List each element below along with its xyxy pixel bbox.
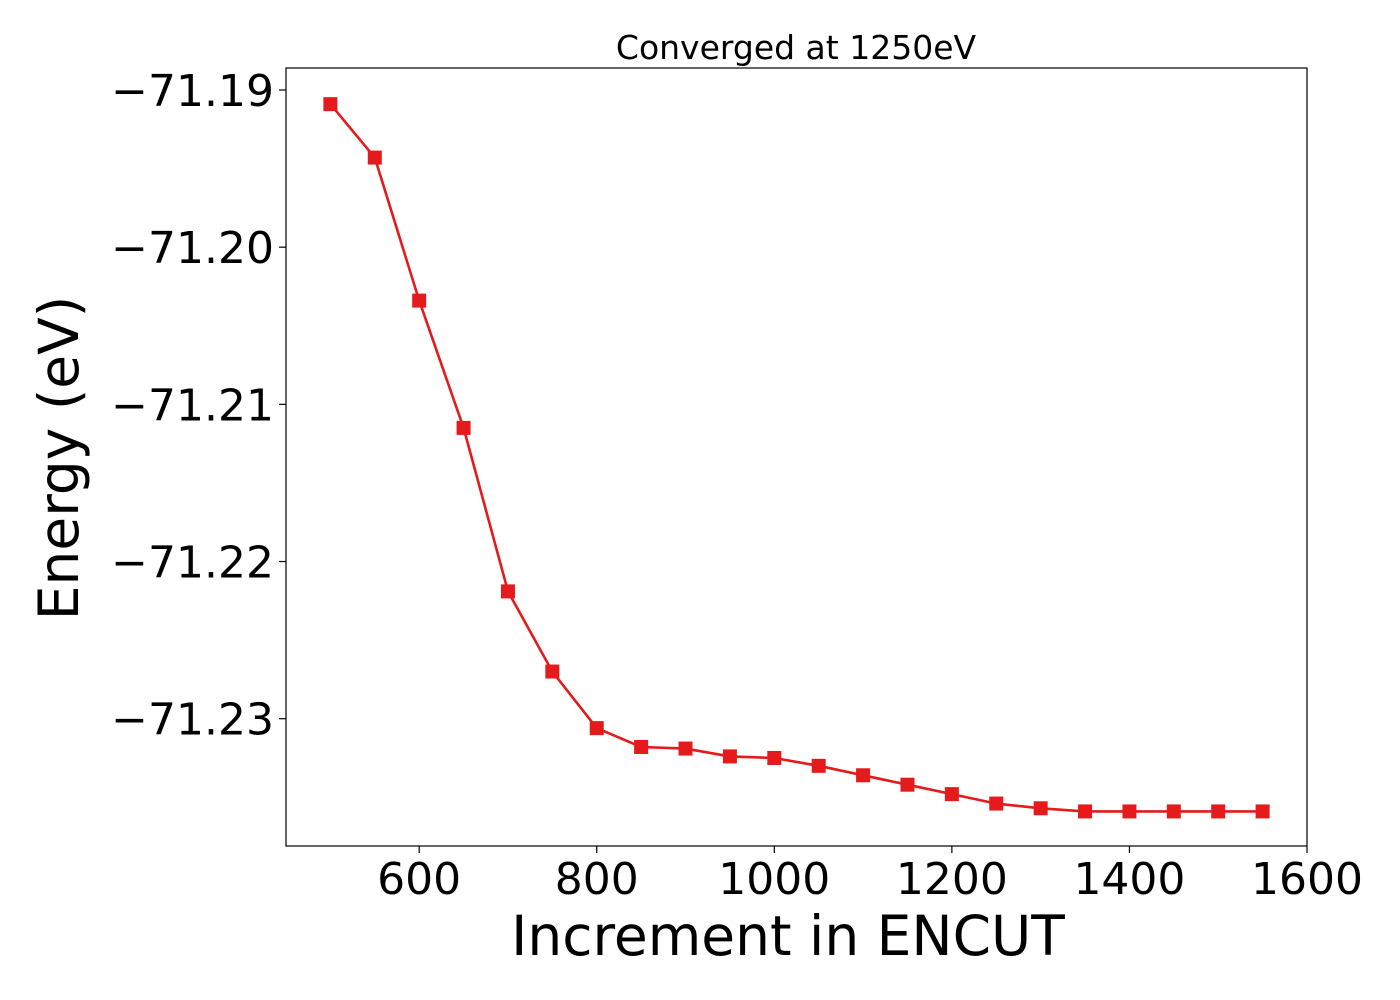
data-point [856, 768, 871, 783]
data-point [1033, 801, 1048, 816]
y-tick-label: −71.23 [111, 695, 274, 746]
data-point [1211, 804, 1226, 819]
chart-title: Converged at 1250eV [616, 28, 977, 67]
y-axis-label: Energy (eV) [27, 296, 91, 620]
data-point [1166, 804, 1181, 819]
y-tick-label: −71.21 [111, 380, 274, 431]
data-point [1255, 804, 1270, 819]
series-layer [323, 97, 1270, 819]
data-point [944, 787, 959, 802]
x-axis-label: Increment in ENCUT [511, 904, 1065, 968]
data-point [545, 664, 560, 679]
data-point [589, 721, 604, 736]
y-tick-label: −71.19 [111, 66, 274, 117]
plot-area [285, 67, 1308, 847]
y-tick-label: −71.20 [111, 223, 274, 274]
data-point [678, 741, 693, 756]
data-point [900, 777, 915, 792]
data-point [811, 758, 826, 773]
data-point [367, 150, 382, 165]
x-tick-label: 600 [377, 854, 461, 905]
x-axis: 600 800 1000 1200 1400 1600 [377, 846, 1363, 905]
data-point [500, 584, 515, 599]
data-point [456, 420, 471, 435]
data-point [1078, 804, 1093, 819]
x-tick-label: 1200 [896, 854, 1008, 905]
x-tick-label: 1400 [1073, 854, 1185, 905]
data-point [323, 97, 338, 112]
y-axis: −71.19 −71.20 −71.21 −71.22 −71.23 [111, 66, 286, 746]
data-point [412, 293, 427, 308]
plot-frame [285, 67, 1308, 847]
data-point [1122, 804, 1137, 819]
series-line [329, 103, 1263, 813]
x-tick-label: 800 [555, 854, 639, 905]
data-point [722, 749, 737, 764]
x-tick-label: 1000 [718, 854, 830, 905]
data-point [767, 750, 782, 765]
data-point [989, 796, 1004, 811]
x-tick-label: 1600 [1251, 854, 1363, 905]
y-tick-label: −71.22 [111, 538, 274, 589]
data-point [634, 739, 649, 754]
